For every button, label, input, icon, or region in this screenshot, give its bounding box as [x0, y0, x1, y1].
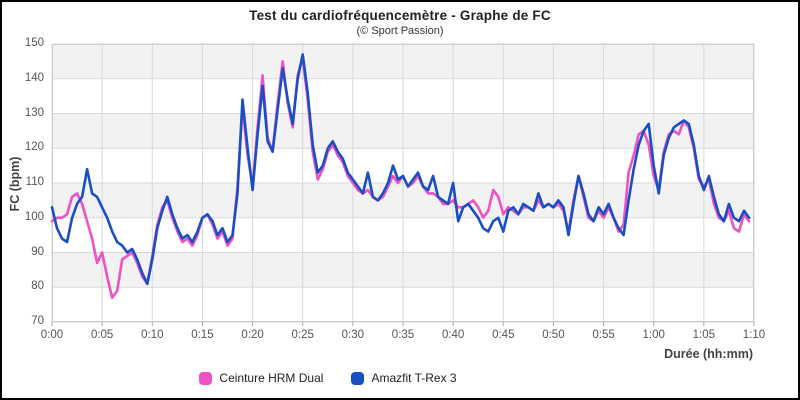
legend-inner: Ceinture HRM Dual Amazfit T-Rex 3: [199, 371, 457, 385]
y-tick-label-140: 140: [24, 71, 44, 84]
legend-label-ceinture-hrm-dual: Ceinture HRM Dual: [219, 371, 324, 385]
y-tick-label-90: 90: [31, 245, 44, 258]
x-tick-label-0:10: 0:10: [141, 329, 164, 341]
plot-area: [50, 43, 755, 326]
y-tick-label-150: 150: [24, 37, 44, 49]
y-tick-label-70: 70: [31, 315, 44, 327]
amazfit-t-rex-3-swatch-icon: [351, 371, 365, 385]
x-tick-label-0:35: 0:35: [391, 329, 415, 341]
x-tick-label-0:25: 0:25: [291, 329, 314, 341]
x-tick-label-0:40: 0:40: [441, 329, 465, 341]
x-tick-label-0:55: 0:55: [592, 329, 615, 341]
x-tick-label-0:20: 0:20: [241, 329, 264, 341]
legend-label-amazfit-t-rex-3: Amazfit T-Rex 3: [371, 371, 457, 385]
chart-title: Test du cardiofréquencemètre - Graphe de…: [249, 8, 551, 23]
x-tick-label-1:00: 1:00: [642, 329, 665, 341]
y-tick-label-100: 100: [24, 210, 44, 223]
x-tick-label-1:05: 1:05: [692, 329, 716, 341]
x-tick-label-0:00: 0:00: [40, 329, 64, 341]
legend-item-ceinture-hrm-dual: Ceinture HRM Dual: [199, 371, 323, 385]
plot-border: [52, 44, 754, 322]
x-tick-label-0:50: 0:50: [542, 329, 565, 341]
y-tick-label-80: 80: [31, 280, 44, 293]
y-tick-label-120: 120: [24, 141, 44, 154]
ceinture-hrm-dual-swatch-icon: [199, 371, 213, 385]
x-tick-label-0:30: 0:30: [341, 329, 365, 341]
series-line-amazfit-t-rex-3: [50, 53, 751, 286]
chart-subtitle: (© Sport Passion): [356, 25, 444, 37]
x-tick-label-1:10: 1:10: [742, 329, 766, 341]
y-tick-label-110: 110: [25, 176, 44, 188]
legend: Ceinture HRM Dual Amazfit T-Rex 3: [2, 371, 798, 385]
x-axis-title: Durée (hh:mm): [664, 347, 753, 361]
legend-item-amazfit-t-rex-3: Amazfit T-Rex 3: [351, 371, 457, 385]
x-tick-label-0:15: 0:15: [191, 329, 214, 341]
x-tick-label-0:45: 0:45: [492, 329, 515, 341]
y-tick-label-130: 130: [24, 106, 44, 119]
x-tick-label-0:05: 0:05: [90, 329, 114, 341]
